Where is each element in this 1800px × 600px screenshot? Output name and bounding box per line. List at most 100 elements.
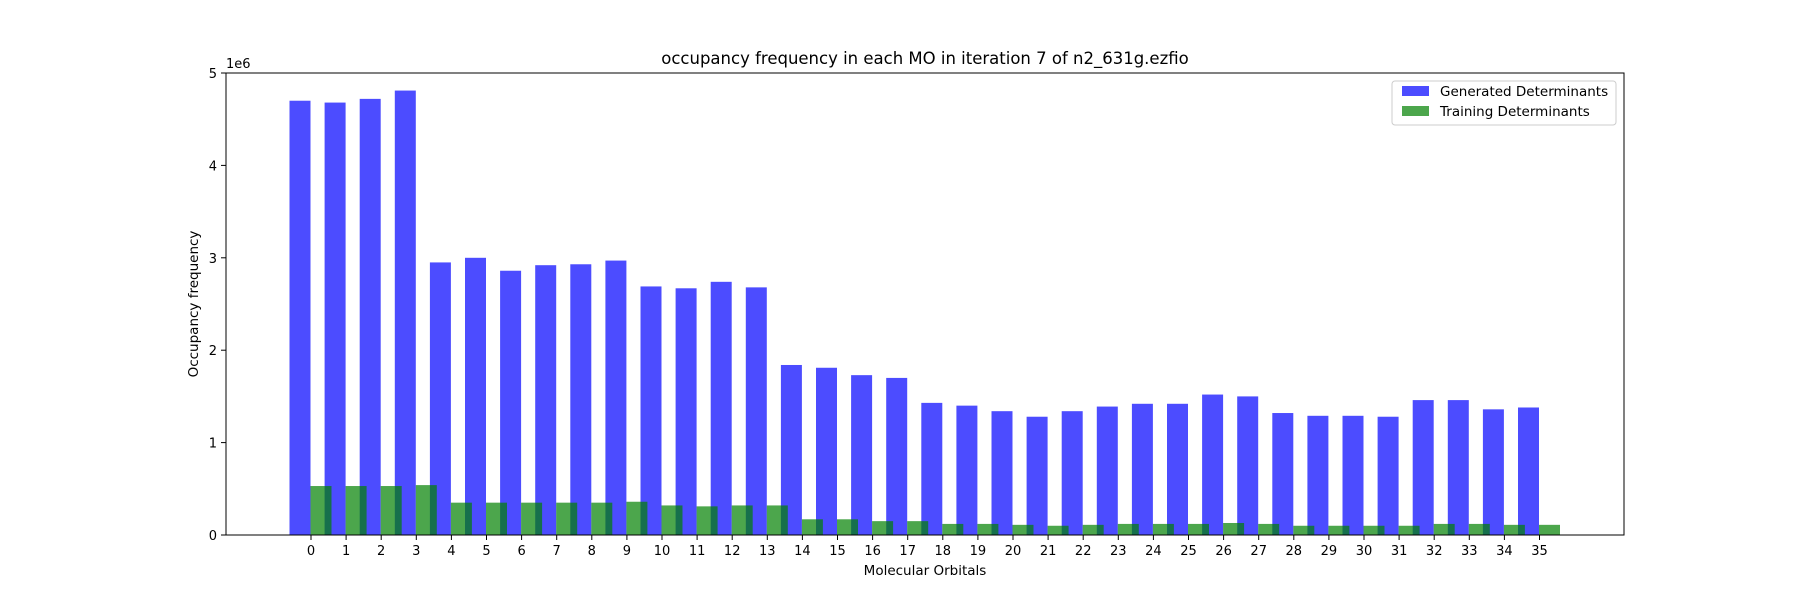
bar-generated-33 — [1447, 400, 1469, 535]
bar-training-27 — [1258, 523, 1280, 535]
bar-training-26 — [1223, 522, 1245, 535]
bar-training-28 — [1293, 525, 1315, 535]
bar-training-20 — [1012, 524, 1034, 535]
bar-training-33 — [1468, 523, 1490, 535]
x-axis-ticks: 0 1 2 3 4 5 6 7 8 9 10 11 12 13 14 15 16 17 18 19 20 21 22 23 24… — [307, 535, 1548, 559]
legend-box — [1391, 80, 1617, 126]
bar-generated-21 — [1026, 416, 1048, 535]
x-tick-label-23: 23 — [1110, 544, 1127, 559]
bar-generated-29 — [1307, 415, 1329, 535]
x-tick-label-7: 7 — [553, 544, 561, 559]
bars-group — [289, 90, 1560, 536]
bar-generated-31 — [1377, 416, 1399, 535]
bar-generated-26 — [1202, 394, 1224, 535]
bar-generated-10 — [640, 286, 662, 535]
bar-training-32 — [1433, 523, 1455, 535]
y-axis-multiplier: 1e6 — [226, 57, 251, 72]
bar-training-5 — [486, 502, 507, 535]
x-tick-label-6: 6 — [517, 544, 525, 559]
x-tick-label-26: 26 — [1215, 544, 1232, 559]
bar-generated-19 — [956, 405, 978, 535]
bar-generated-6 — [500, 270, 522, 535]
bar-generated-28 — [1272, 413, 1294, 535]
bar-training-16 — [872, 521, 894, 535]
x-tick-label-19: 19 — [970, 544, 987, 559]
bar-training-25 — [1188, 523, 1209, 535]
legend-label-generated: Generated Determinants — [1440, 84, 1608, 100]
x-tick-label-2: 2 — [377, 544, 385, 559]
bar-generated-7 — [535, 265, 557, 535]
x-tick-label-34: 34 — [1496, 544, 1513, 559]
x-tick-label-14: 14 — [794, 544, 811, 559]
bar-generated-1 — [324, 102, 346, 535]
bar-generated-13 — [745, 287, 767, 535]
bar-generated-30 — [1342, 415, 1364, 535]
x-tick-label-9: 9 — [623, 544, 631, 559]
x-tick-label-29: 29 — [1321, 544, 1338, 559]
bar-training-10 — [661, 505, 683, 535]
legend-label-training: Training Determinants — [1439, 104, 1590, 120]
x-tick-label-4: 4 — [447, 544, 455, 559]
bar-training-17 — [907, 521, 929, 535]
bar-generated-34 — [1482, 409, 1504, 535]
x-tick-label-11: 11 — [689, 544, 706, 559]
bar-generated-3 — [394, 90, 416, 535]
bar-generated-2 — [359, 98, 381, 536]
bar-generated-16 — [851, 375, 873, 535]
x-tick-label-31: 31 — [1391, 544, 1408, 559]
bar-generated-35 — [1518, 407, 1539, 535]
bar-generated-0 — [289, 100, 311, 535]
legend-swatch-generated — [1402, 86, 1429, 96]
bar-generated-24 — [1131, 403, 1153, 535]
y-axis-ticks: 0 1 2 3 4 5 — [209, 67, 226, 544]
x-tick-label-3: 3 — [412, 544, 420, 559]
bar-training-30 — [1363, 525, 1385, 535]
bar-generated-32 — [1412, 400, 1434, 535]
bar-training-34 — [1503, 524, 1525, 535]
bar-training-35 — [1539, 524, 1560, 535]
bar-training-7 — [556, 502, 578, 535]
x-tick-label-15: 15 — [829, 544, 846, 559]
x-tick-label-20: 20 — [1005, 544, 1022, 559]
bar-training-0 — [310, 486, 332, 535]
bar-training-9 — [626, 501, 648, 535]
bar-training-19 — [977, 523, 999, 535]
x-tick-label-21: 21 — [1040, 544, 1057, 559]
y-tick-label-4: 4 — [209, 159, 217, 174]
plot-frame — [225, 72, 1625, 536]
bar-training-22 — [1082, 524, 1104, 535]
bar-generated-23 — [1096, 406, 1118, 535]
bar-generated-4 — [429, 262, 451, 535]
bar-generated-18 — [921, 402, 943, 535]
bar-generated-8 — [570, 264, 592, 535]
x-tick-label-25: 25 — [1180, 544, 1197, 559]
x-tick-label-10: 10 — [654, 544, 671, 559]
x-tick-label-32: 32 — [1426, 544, 1443, 559]
x-axis-label: Molecular Orbitals — [864, 563, 987, 579]
bar-generated-20 — [991, 411, 1013, 535]
bar-training-15 — [837, 519, 858, 535]
y-axis-label: Occupancy frequency — [186, 231, 202, 378]
x-tick-label-1: 1 — [342, 544, 350, 559]
x-tick-label-27: 27 — [1250, 544, 1267, 559]
bar-training-1 — [345, 486, 367, 535]
y-tick-label-0: 0 — [209, 529, 217, 544]
y-tick-label-1: 1 — [209, 437, 217, 452]
bar-training-31 — [1398, 525, 1420, 535]
bar-training-29 — [1328, 525, 1350, 535]
bar-training-18 — [942, 523, 964, 535]
bar-training-2 — [380, 486, 402, 535]
legend: Generated Determinants Training Determin… — [1391, 80, 1617, 126]
bar-generated-11 — [675, 288, 697, 535]
bar-generated-15 — [816, 367, 837, 535]
y-tick-label-5: 5 — [209, 67, 217, 82]
bar-training-8 — [591, 502, 613, 535]
x-tick-label-28: 28 — [1286, 544, 1303, 559]
x-tick-label-17: 17 — [899, 544, 916, 559]
x-tick-label-18: 18 — [935, 544, 952, 559]
bar-training-12 — [731, 505, 753, 535]
bar-generated-14 — [780, 364, 802, 535]
bar-training-3 — [415, 485, 437, 535]
x-tick-label-12: 12 — [724, 544, 741, 559]
